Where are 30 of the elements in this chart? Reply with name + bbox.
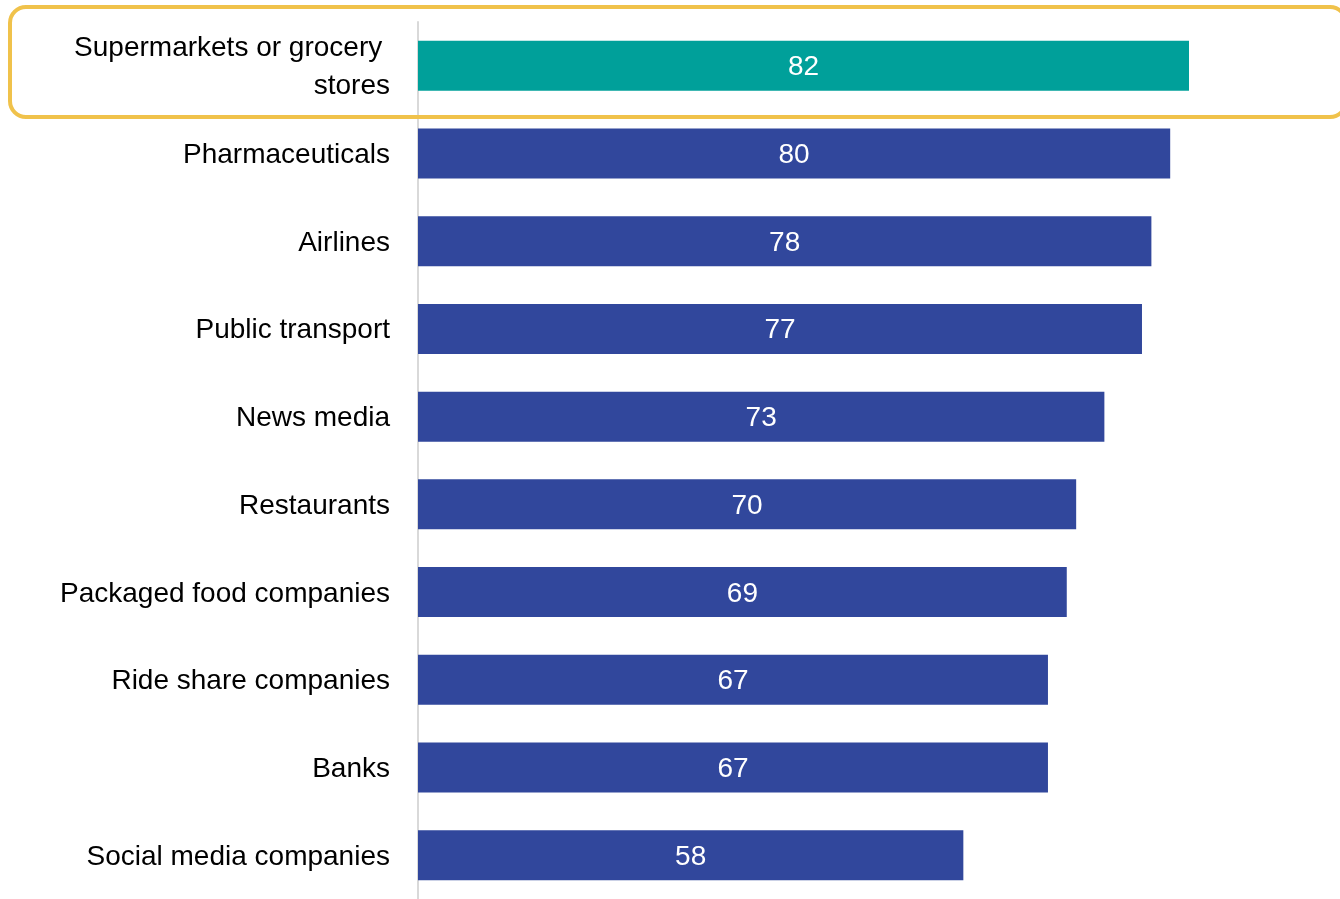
- y-tick-label: Banks: [312, 751, 390, 783]
- bar: [418, 216, 1152, 267]
- data-label: 70: [731, 488, 763, 520]
- y-tick-label: Packaged food companies: [60, 576, 390, 608]
- bar: [418, 391, 1105, 442]
- bar: [418, 40, 1189, 91]
- bar: [418, 128, 1171, 179]
- y-tick-label: Public transport: [195, 313, 391, 345]
- data-label: 73: [745, 401, 777, 433]
- y-tick-label: Ride share companies: [111, 664, 390, 696]
- y-tick-label: Restaurants: [239, 488, 390, 520]
- y-tick-label: Social media companies: [86, 839, 390, 871]
- bar: [418, 654, 1048, 705]
- data-label: 77: [764, 313, 796, 345]
- bar: [418, 830, 964, 881]
- data-label: 82: [787, 50, 820, 82]
- data-label: 67: [717, 664, 749, 696]
- y-tick-label: Pharmaceuticals: [183, 138, 390, 170]
- data-label: 67: [717, 751, 749, 783]
- data-label: 69: [726, 576, 758, 608]
- bar: [418, 567, 1067, 618]
- y-tick-label: News media: [235, 401, 391, 433]
- bar: [418, 303, 1142, 354]
- data-label: 78: [769, 225, 801, 257]
- y-tick-label: Airlines: [298, 225, 390, 257]
- bar: [418, 479, 1077, 530]
- data-label: 58: [675, 839, 707, 871]
- bar: [418, 742, 1048, 793]
- y-tick-label: Supermarkets or grocery stores: [74, 31, 390, 101]
- data-label: 80: [778, 138, 810, 170]
